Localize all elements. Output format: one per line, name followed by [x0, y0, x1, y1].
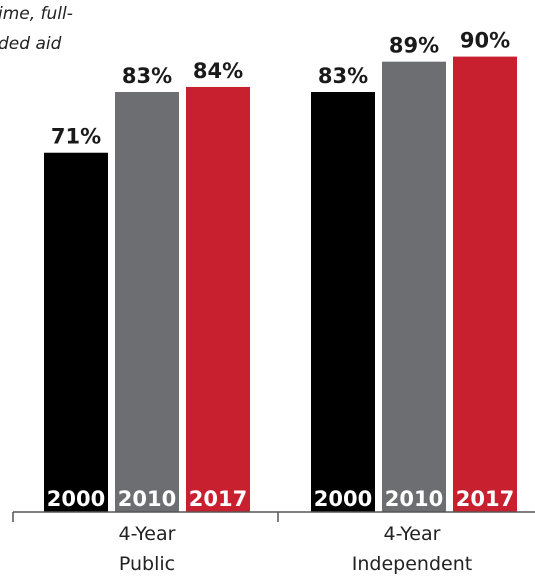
- value-label-g2-2000: 83%: [318, 64, 368, 88]
- note-line-1: ime, full-: [0, 4, 73, 24]
- series-label-g1-2017: 2017: [189, 487, 247, 511]
- category-label-2-line-2: Independent: [352, 553, 472, 575]
- bar-g1-2010: [115, 92, 179, 513]
- value-label-g2-2017: 90%: [460, 29, 510, 53]
- series-label-g1-2000: 2000: [47, 487, 105, 511]
- series-label-g2-2010: 2010: [385, 487, 443, 511]
- bar-g2-2017: [453, 56, 517, 512]
- category-label-1-line-1: 4-Year: [119, 523, 176, 545]
- series-label-g2-2000: 2000: [314, 487, 372, 511]
- value-label-g1-2017: 84%: [193, 59, 243, 83]
- bar-g1-2000: [44, 152, 108, 513]
- series-label-g1-2010: 2010: [118, 487, 176, 511]
- category-label-2-line-1: 4-Year: [384, 523, 441, 545]
- bar-g1-2017: [186, 86, 250, 513]
- category-label-1-line-2: Public: [119, 553, 175, 575]
- series-label-g2-2017: 2017: [456, 487, 514, 511]
- note-line-2: ded aid: [0, 34, 62, 54]
- value-label-g2-2010: 89%: [389, 34, 439, 58]
- value-label-g1-2010: 83%: [122, 64, 172, 88]
- bar-g2-2000: [311, 92, 375, 513]
- bar-g2-2010: [382, 61, 446, 512]
- value-label-g1-2000: 71%: [51, 125, 101, 149]
